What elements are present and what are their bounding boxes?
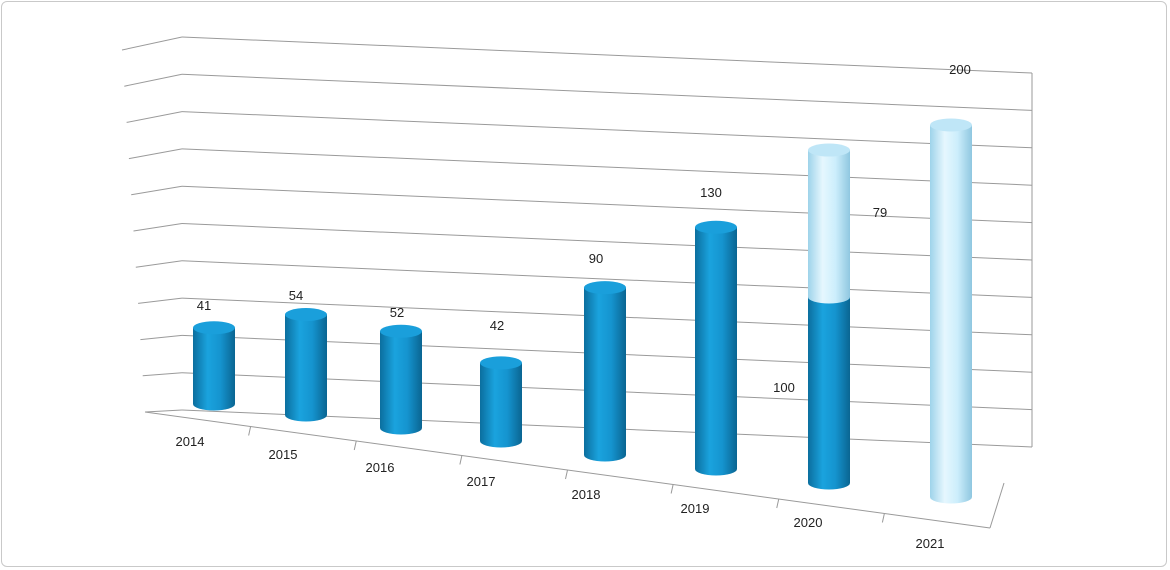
bar-2020-upper-body: [808, 150, 850, 304]
grid-back-line: [181, 223, 1033, 261]
bar-2020-upper: [808, 143, 850, 304]
bar-2019-body: [695, 227, 737, 476]
x-axis-label-2020: 2020: [794, 515, 823, 530]
x-axis-label-2016: 2016: [366, 460, 395, 475]
data-label: 42: [490, 318, 504, 333]
grid-back-line: [181, 185, 1033, 224]
bar-2018-body: [584, 287, 626, 462]
grid-side-line: [142, 372, 183, 377]
bar-2020-body: [808, 297, 850, 490]
grid-side-line: [121, 36, 183, 51]
bar-2016: [380, 324, 422, 435]
grid-back-line: [181, 148, 1033, 186]
bar-2020: [808, 290, 850, 490]
grid-back-line: [181, 260, 1033, 298]
data-label: 100: [773, 380, 795, 395]
grid-side-line: [144, 409, 183, 413]
grid-back-line: [181, 111, 1033, 149]
grid-side-line: [126, 111, 183, 123]
bar-2020-upper-top: [808, 143, 850, 157]
grid-back-line: [181, 73, 1033, 111]
data-label: 41: [197, 298, 211, 313]
grid-side-line: [138, 297, 183, 304]
bar-2021-upper: [930, 118, 972, 504]
bar-2018: [584, 281, 626, 462]
x-tick: [459, 455, 463, 465]
x-axis-label-2015: 2015: [269, 447, 298, 462]
data-label: 90: [589, 251, 603, 266]
bar-2014: [193, 321, 235, 411]
grid-side-line: [124, 73, 183, 87]
x-axis-label-2021: 2021: [916, 536, 945, 551]
data-label: 130: [700, 185, 722, 200]
data-label: 54: [289, 288, 303, 303]
data-label: 200: [949, 62, 971, 77]
x-tick: [776, 498, 780, 509]
x-axis-label-2014: 2014: [176, 434, 205, 449]
x-tick: [248, 426, 252, 436]
grid-layer: [121, 36, 1033, 529]
bar-2021-upper-body: [930, 125, 972, 504]
bar-2016-body: [380, 331, 422, 435]
bar-2017-body: [480, 362, 522, 448]
bar-2014-body: [193, 327, 235, 411]
grid-side-line: [133, 223, 183, 232]
bar-2014-top: [193, 321, 235, 335]
grid-back-line: [181, 36, 1033, 74]
bar-2021-upper-top: [930, 118, 972, 132]
grid-side-line: [128, 148, 183, 160]
grid-side-line: [140, 334, 183, 341]
x-tick: [881, 513, 885, 523]
x-tick: [353, 440, 357, 451]
grid-side-line: [131, 185, 183, 196]
bar-2015-body: [285, 314, 327, 422]
bar-2017: [480, 356, 522, 448]
grid-side-line: [135, 260, 183, 268]
bar-2019: [695, 220, 737, 476]
bar-2016-top: [380, 324, 422, 338]
bar-2019-top: [695, 220, 737, 234]
x-tick: [670, 484, 674, 494]
labels-layer: 2014 2015 2016 2017 2018 2019 2020 2021 41 54 52 42…: [176, 62, 971, 551]
bar-2015: [285, 308, 327, 422]
data-label: 52: [390, 305, 404, 320]
bar-2018-top: [584, 281, 626, 295]
bars-layer: [193, 118, 972, 504]
x-axis-label-2017: 2017: [467, 474, 496, 489]
floor-right-edge: [989, 482, 1005, 529]
x-axis-label-2019: 2019: [681, 501, 710, 516]
bar-2017-top: [480, 356, 522, 370]
bar-2015-top: [285, 308, 327, 322]
x-axis-label-2018: 2018: [572, 487, 601, 502]
x-tick: [565, 469, 568, 480]
data-label: 79: [873, 205, 887, 220]
